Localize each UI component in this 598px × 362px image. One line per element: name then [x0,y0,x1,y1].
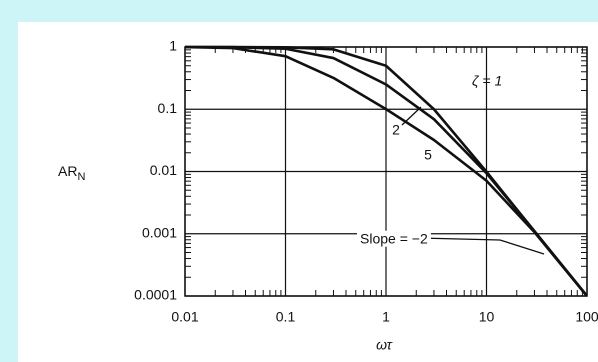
series-label: 2 [392,122,400,138]
series-label: 5 [424,147,432,163]
x-tick-label: 1 [382,309,390,325]
arrow [401,106,422,126]
annotation: Slope = −2 [360,231,428,247]
arrow [418,237,501,241]
annotation-bg [357,230,431,247]
y-tick-label: 0.1 [158,100,178,116]
y-tick-label: 0.0001 [134,287,177,303]
y-tick-label: 0.001 [142,224,177,240]
curve [185,45,587,296]
x-tick-label: 0.01 [171,309,198,325]
y-axis-label-sub: N [77,171,85,183]
y-tick-label: 0.01 [150,162,177,178]
curve [185,45,587,296]
plot [184,45,588,297]
series-label: ζ = 1 [472,73,502,89]
x-axis-label: ωτ [376,337,393,353]
x-tick-label: 0.1 [276,309,296,325]
y-axis-label: ARN [58,163,85,183]
x-tick-label: 10 [479,309,495,325]
panel [18,22,598,362]
y-tick-label: 1 [169,38,177,54]
plot-frame [184,46,588,297]
x-tick-label: 100 [575,309,598,325]
arrow [499,239,545,255]
y-axis-label-main: AR [58,163,77,179]
